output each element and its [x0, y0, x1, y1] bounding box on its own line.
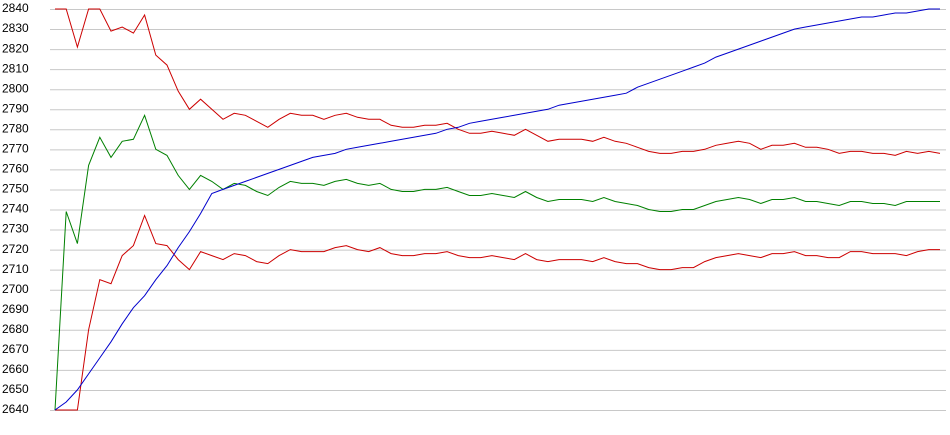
- series-line: [55, 214, 940, 411]
- series-line: [54, 8, 940, 411]
- y-tick-label: 2790: [2, 101, 29, 115]
- y-tick-label: 2690: [2, 302, 29, 316]
- y-tick-label: 2800: [2, 81, 29, 95]
- y-tick-label: 2730: [2, 222, 29, 236]
- y-tick-label: 2740: [2, 202, 29, 216]
- y-tick-label: 2650: [2, 382, 29, 396]
- y-tick-label: 2750: [2, 182, 29, 196]
- y-tick-label: 2810: [2, 61, 29, 75]
- y-tick-label: 2710: [2, 262, 29, 276]
- y-tick-label: 2680: [2, 322, 29, 336]
- y-tick-label: 2700: [2, 282, 29, 296]
- y-tick-label: 2770: [2, 142, 29, 156]
- y-tick-label: 2820: [2, 41, 29, 55]
- y-tick-label: 2660: [2, 362, 29, 376]
- y-tick-label: 2780: [2, 121, 29, 135]
- y-tick-label: 2720: [2, 242, 29, 256]
- y-tick-label: 2670: [2, 342, 29, 356]
- y-tick-label: 2840: [2, 1, 29, 15]
- series-line: [55, 8, 941, 156]
- y-tick-label: 2760: [2, 162, 29, 176]
- y-tick-label: 2640: [2, 402, 29, 416]
- y-tick-label: 2830: [2, 21, 29, 35]
- series-line: [54, 113, 940, 411]
